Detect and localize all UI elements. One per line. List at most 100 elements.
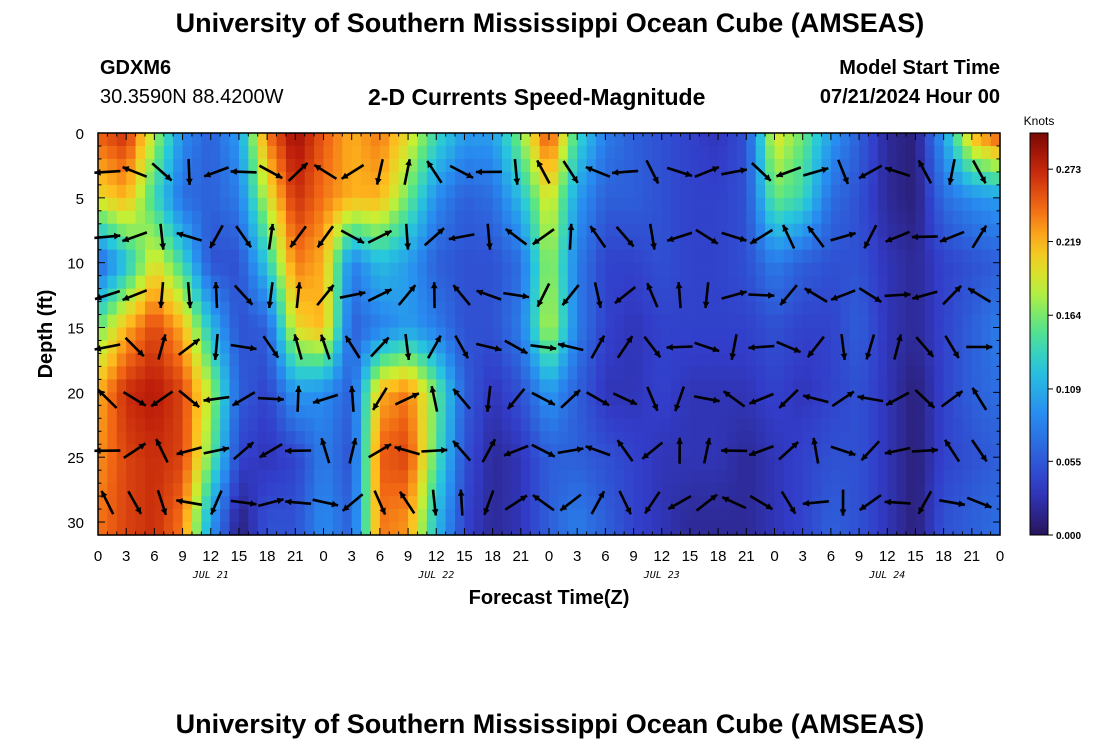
arrow-head (486, 243, 493, 250)
heatmap-cell (530, 431, 541, 445)
heatmap-cell (144, 522, 155, 536)
heatmap-cell (962, 301, 973, 316)
arrow-head (918, 506, 925, 514)
heatmap-cell (830, 197, 841, 212)
heatmap-cell (220, 197, 231, 212)
current-arrow (722, 390, 746, 408)
heatmap-cell (408, 133, 419, 147)
heatmap-cell (229, 340, 240, 355)
x-tick-label: 15 (456, 548, 473, 565)
heatmap-cell (812, 184, 823, 199)
x-tick-label: 15 (231, 548, 248, 565)
heatmap-cell (708, 171, 719, 186)
heatmap-cell (426, 431, 437, 445)
heatmap-cell (567, 133, 578, 147)
heatmap-cell (135, 366, 146, 380)
heatmap-cell (953, 340, 964, 355)
arrow-head (839, 509, 847, 516)
heatmap-cell (455, 288, 466, 303)
heatmap-cell (906, 340, 917, 355)
current-arrow (645, 159, 660, 185)
heatmap-cell (389, 236, 400, 251)
heatmap-cell (868, 197, 879, 212)
current-arrow (666, 231, 693, 242)
heatmap-cell (201, 275, 212, 290)
heatmap-cell (727, 353, 738, 368)
current-arrow (504, 227, 528, 246)
heatmap-cell (755, 418, 766, 432)
heatmap-cell (689, 249, 700, 264)
heatmap-cell (689, 223, 700, 238)
day-label: JUL 23 (643, 570, 680, 581)
heatmap-cell (163, 470, 174, 484)
heatmap-cell (896, 509, 907, 523)
current-arrow (729, 333, 738, 360)
heatmap-cell (445, 496, 456, 510)
heatmap-cell (915, 470, 926, 484)
heatmap-cell (642, 133, 653, 147)
heatmap-cell (661, 197, 672, 212)
heatmap-cell (849, 470, 860, 484)
heatmap-cell (238, 522, 249, 536)
heatmap-cell (238, 314, 249, 329)
heatmap-cell (163, 184, 174, 199)
arrow-head (804, 288, 812, 295)
current-arrow (831, 390, 855, 408)
heatmap-cell (812, 509, 823, 523)
heatmap-cell (699, 496, 710, 510)
heatmap-cell (163, 444, 174, 458)
heatmap-cell (652, 210, 663, 225)
heatmap-cell (765, 509, 776, 523)
heatmap-cell (191, 262, 202, 277)
heatmap-cell (755, 457, 766, 471)
heatmap-cell (859, 366, 870, 380)
heatmap-cell (821, 275, 832, 290)
heatmap-cell (267, 470, 278, 484)
heatmap-cell (248, 262, 259, 277)
heatmap-cell (849, 301, 860, 316)
heatmap-cell (793, 522, 804, 536)
heatmap-cell (539, 171, 550, 186)
heatmap-cell (370, 314, 381, 329)
heatmap-cell (408, 470, 419, 484)
heatmap-cell (680, 522, 691, 536)
heatmap-cell (135, 418, 146, 432)
heatmap-cell (257, 444, 268, 458)
heatmap-cell (755, 275, 766, 290)
heatmap-cell (314, 275, 325, 290)
heatmap-cell (943, 444, 954, 458)
arrow-head (598, 335, 605, 343)
heatmap-cell (727, 197, 738, 212)
x-tick-label: 3 (348, 548, 356, 565)
heatmap-cell (680, 366, 691, 380)
current-arrow (840, 333, 848, 361)
current-arrow (340, 163, 365, 180)
heatmap-cell (821, 184, 832, 199)
heatmap-cell (990, 483, 1001, 497)
arrow-head (676, 437, 683, 444)
heatmap-cell (229, 457, 240, 471)
heatmap-cell (981, 509, 992, 523)
heatmap-cell (144, 145, 155, 160)
heatmap-cell (530, 145, 541, 160)
current-arrow (532, 493, 555, 512)
heatmap-cell (915, 223, 926, 238)
heatmap-cell (163, 392, 174, 406)
heatmap-cell (840, 327, 851, 342)
heatmap-cell (379, 288, 390, 303)
heatmap-cell (924, 405, 935, 419)
heatmap-cell (126, 522, 137, 536)
heatmap-cell (220, 392, 231, 406)
heatmap-cell (652, 275, 663, 290)
heatmap-cell (727, 379, 738, 393)
heatmap-cell (210, 314, 221, 329)
heatmap-cell (558, 236, 569, 251)
heatmap-cell (727, 275, 738, 290)
heatmap-cell (267, 171, 278, 186)
heatmap-cell (229, 133, 240, 147)
heatmap-cell (981, 288, 992, 303)
heatmap-cell (116, 158, 127, 173)
heatmap-cell (689, 379, 700, 393)
heatmap-cell (962, 470, 973, 484)
heatmap-cell (351, 314, 362, 329)
